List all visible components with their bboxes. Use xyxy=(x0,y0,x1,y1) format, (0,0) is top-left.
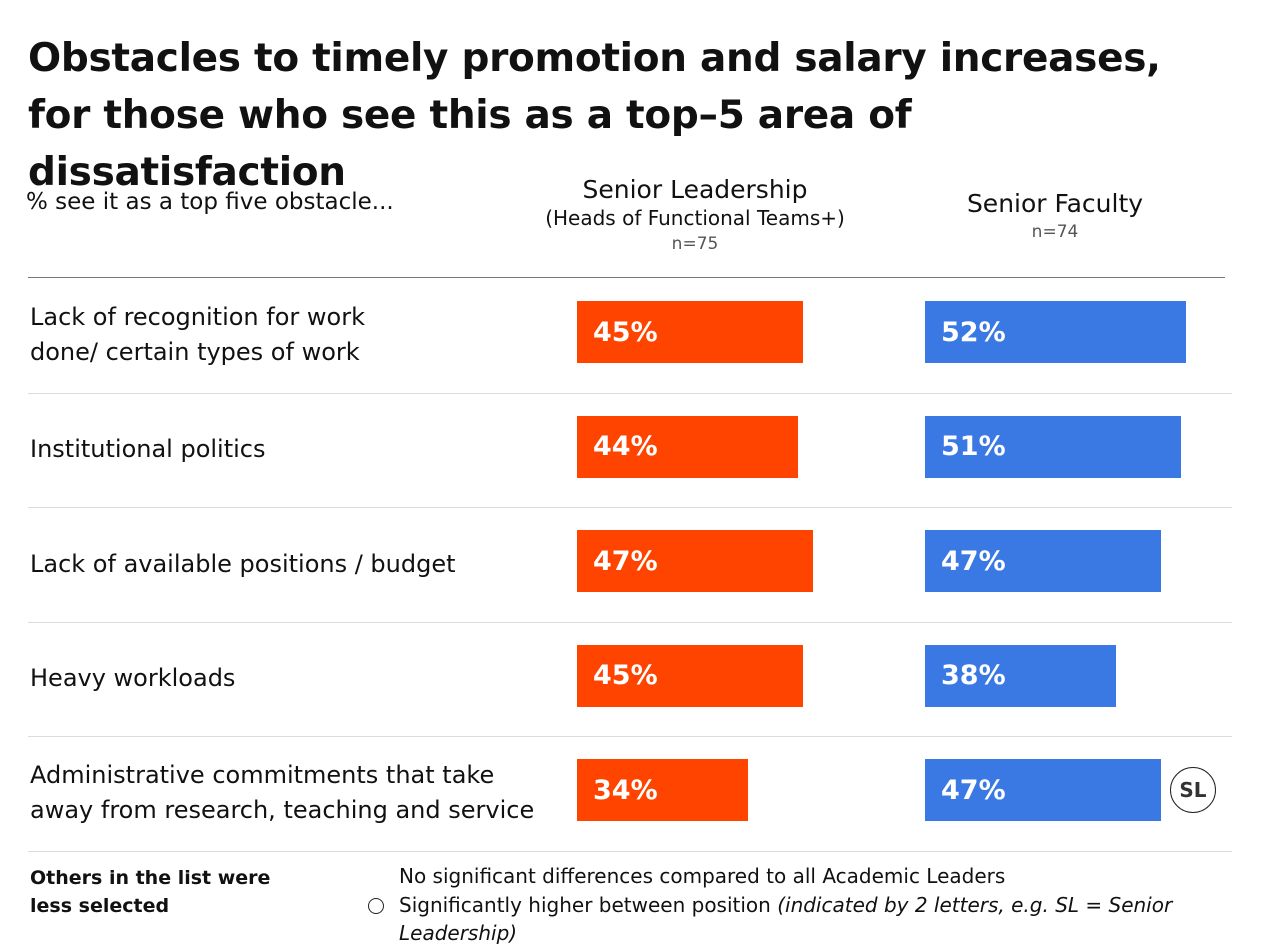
bar-value-label: 44% xyxy=(593,431,658,463)
bar-senior-faculty: 52% xyxy=(925,301,1187,363)
column-header-senior-faculty: Senior Faculty n=74 xyxy=(905,189,1205,245)
category-label: Heavy workloads xyxy=(30,664,236,693)
bar-senior-faculty: 47% xyxy=(925,530,1161,593)
column-name: Senior Faculty xyxy=(966,189,1144,218)
bar-value-label: 38% xyxy=(941,660,1006,692)
column-name: Senior Leadership xyxy=(582,175,808,204)
chart-row: Lack of available positions / budget 47% 4… xyxy=(28,507,1232,621)
bar-senior-leadership: 45% xyxy=(577,301,803,363)
bar-value-label: 34% xyxy=(593,774,658,806)
category-label: Lack of available positions / budget xyxy=(30,549,456,578)
bar-value-label: 47% xyxy=(941,774,1006,806)
column-detail: (Heads of Functional Teams+) xyxy=(545,206,845,230)
bar-senior-leadership: 47% xyxy=(577,530,813,593)
row-divider xyxy=(28,621,1232,623)
bar-senior-faculty: 38% xyxy=(925,644,1116,707)
category-label: Administrative commitments that take awa… xyxy=(30,761,535,825)
bar-senior-leadership: 44% xyxy=(577,415,798,478)
legend-significant: Significantly higher between position (i… xyxy=(399,891,1261,947)
legend-significant-note: (indicated by 2 letters, e.g. SL = Senio… xyxy=(399,893,1173,945)
significance-badge: SL xyxy=(1169,767,1216,814)
column-sample-size: n=74 xyxy=(1031,222,1079,242)
legend-no-difference: No significant differences compared to a… xyxy=(399,864,1006,888)
column-sample-size: n=75 xyxy=(671,234,719,254)
chart-row: Administrative commitments that take awa… xyxy=(28,736,1232,850)
bar-value-label: 45% xyxy=(593,660,658,692)
bar-value-label: 47% xyxy=(593,545,658,577)
category-label: Lack of recognition for work done/ certa… xyxy=(30,303,365,366)
bar-value-label: 47% xyxy=(941,545,1006,577)
bar-value-label: 51% xyxy=(941,431,1006,463)
chart-row: Lack of recognition for work done/ certa… xyxy=(28,278,1232,392)
column-header-senior-leadership: Senior Leadership (Heads of Functional T… xyxy=(520,175,870,257)
row-divider xyxy=(28,392,1232,394)
others-note: Others in the list were less selected xyxy=(30,867,271,917)
bar-senior-faculty: 47% xyxy=(925,759,1161,822)
header-divider xyxy=(28,277,1225,278)
row-divider xyxy=(28,736,1232,738)
chart-row: Institutional politics 44% 51% xyxy=(28,393,1232,507)
chart-row: Heavy workloads 45% 38% xyxy=(28,622,1232,736)
legend-significant-text: Significantly higher between position xyxy=(399,893,778,917)
chart-title: Obstacles to timely promotion and salary… xyxy=(28,36,1161,195)
significance-circle-icon xyxy=(368,898,384,914)
row-divider xyxy=(28,507,1232,509)
bar-senior-leadership: 34% xyxy=(577,759,748,822)
bar-value-label: 45% xyxy=(593,316,658,348)
category-label: Institutional politics xyxy=(30,435,266,464)
bar-value-label: 52% xyxy=(941,316,1006,348)
bar-senior-leadership: 45% xyxy=(577,644,803,707)
row-divider xyxy=(28,851,1232,852)
chart-subtitle: % see it as a top five obstacle... xyxy=(26,189,394,215)
bar-senior-faculty: 51% xyxy=(925,415,1182,478)
